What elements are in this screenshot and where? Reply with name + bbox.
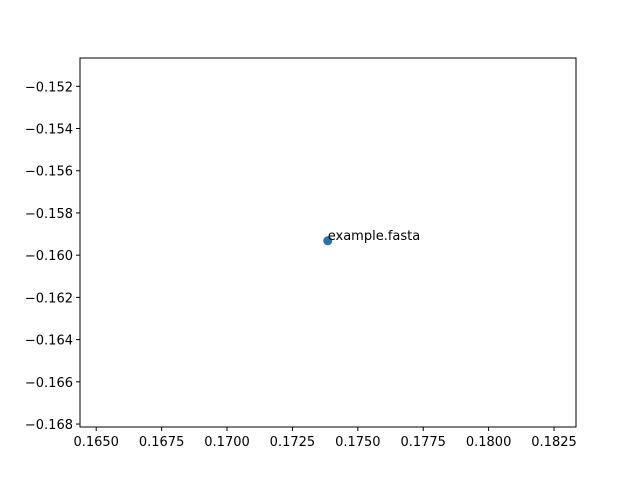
y-tick-label: −0.158: [25, 207, 73, 222]
x-tick-label: 0.1725: [270, 435, 316, 450]
data-points: example.fasta: [323, 229, 420, 246]
plot-frame: [79, 57, 577, 428]
y-tick-label: −0.162: [25, 291, 73, 306]
y-tick-label: −0.166: [25, 376, 73, 391]
y-tick-label: −0.168: [25, 418, 73, 433]
x-tick-label: 0.1750: [335, 435, 381, 450]
x-tick-label: 0.1800: [466, 435, 512, 450]
x-tick-label: 0.1650: [73, 435, 119, 450]
y-tick-label: −0.164: [25, 334, 73, 349]
y-tick-label: −0.152: [25, 80, 73, 95]
data-point: [323, 236, 333, 246]
y-tick-label: −0.156: [25, 165, 73, 180]
x-tick-label: 0.1675: [139, 435, 185, 450]
x-tick-label: 0.1775: [400, 435, 446, 450]
x-tick-label: 0.1825: [531, 435, 577, 450]
y-axis: −0.152 −0.154 −0.156 −0.158 −0.160 −0.162 −0.1…: [25, 80, 80, 433]
x-axis: 0.1650 0.1675 0.1700 0.1725 0.1750 0.1775 0.18…: [73, 427, 577, 450]
y-tick-label: −0.160: [25, 249, 73, 264]
point-annotation: example.fasta: [328, 229, 420, 244]
x-tick-label: 0.1700: [204, 435, 250, 450]
y-tick-label: −0.154: [25, 123, 73, 138]
